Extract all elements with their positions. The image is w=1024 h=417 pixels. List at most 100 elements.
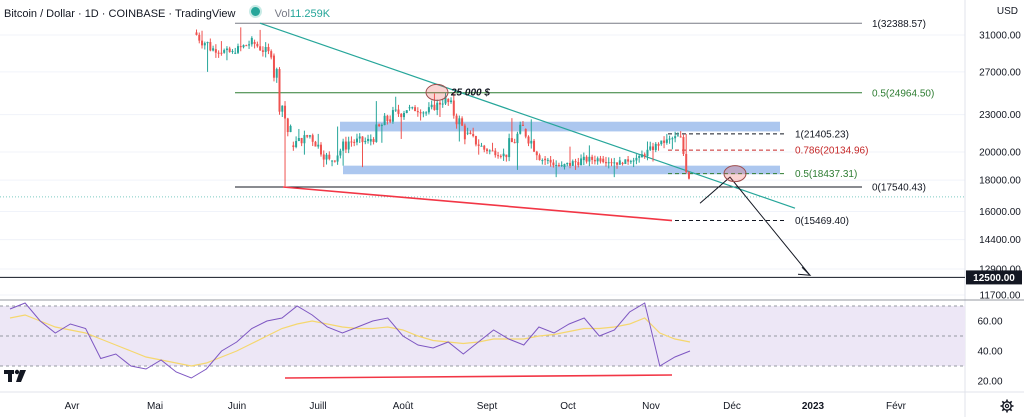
candle-body xyxy=(325,154,328,160)
candle-body xyxy=(242,45,245,48)
fib-level-label: 0(17540.43) xyxy=(872,182,926,193)
candle-body xyxy=(571,161,574,166)
candle-body xyxy=(314,141,317,147)
price-tick-label: 16000.00 xyxy=(979,207,1021,218)
chart-annotations: 25 000 $ xyxy=(425,83,747,183)
candle-body xyxy=(264,47,267,52)
candle-body xyxy=(657,143,660,146)
candle-body xyxy=(563,164,566,168)
price-tick-label: 14400.00 xyxy=(979,235,1021,246)
candle-body xyxy=(560,164,563,166)
candle-body xyxy=(466,132,469,134)
candle-body xyxy=(474,136,477,145)
rsi-panel: 60.00 40.00 20.00 xyxy=(0,299,1024,388)
candle-body xyxy=(450,100,453,103)
candle-body xyxy=(671,138,674,140)
candle-body xyxy=(391,110,394,122)
projection-path xyxy=(699,176,811,276)
projection-arrowhead xyxy=(797,266,812,276)
fib-level-label: 0.786(20134.96) xyxy=(795,146,868,157)
rsi-line xyxy=(9,302,691,379)
gear-icon[interactable] xyxy=(1000,399,1014,413)
candle-body xyxy=(201,40,204,46)
rsi-tick-label: 40.00 xyxy=(977,347,1002,358)
candle-body xyxy=(591,156,594,160)
currency-selector[interactable]: USD xyxy=(996,6,1018,17)
time-tick-label: Nov xyxy=(642,401,660,412)
candle-body xyxy=(494,150,497,156)
volume-label: Vol xyxy=(274,8,290,20)
candle-body xyxy=(286,118,289,133)
candle-body xyxy=(427,107,430,113)
candle-body xyxy=(455,115,458,125)
volume-value: 11.259K xyxy=(289,8,331,20)
candle-body xyxy=(239,46,242,48)
candle-body xyxy=(203,43,206,46)
candle-body xyxy=(577,162,580,166)
rsi-tick-label: 20.00 xyxy=(977,377,1002,388)
candle-body xyxy=(383,115,386,126)
fib-level-label: 1(21405.23) xyxy=(795,129,849,140)
candle-body xyxy=(375,124,378,142)
candle-body xyxy=(259,46,262,51)
candle-body xyxy=(328,154,331,159)
candle-body xyxy=(416,111,419,113)
candle-body xyxy=(461,118,464,126)
candle-body xyxy=(541,160,544,162)
candle-body xyxy=(640,154,643,158)
symbol-title[interactable]: Bitcoin / Dollar · 1D · COINBASE · Tradi… xyxy=(4,8,236,20)
fib-level-label: 0.5(18437.31) xyxy=(795,169,857,180)
candle-body xyxy=(524,128,527,137)
candle-body xyxy=(679,136,682,138)
highlight-circle xyxy=(723,165,747,183)
candle-body xyxy=(394,109,397,111)
candle-body xyxy=(231,50,234,52)
candle-body xyxy=(544,158,547,161)
candle-body xyxy=(516,133,519,144)
candle-body xyxy=(488,150,491,152)
candle-body xyxy=(350,141,353,143)
candle-body xyxy=(347,141,350,150)
candle-body xyxy=(588,156,591,162)
candle-body xyxy=(248,44,251,46)
candle-body xyxy=(380,125,383,127)
candle-body xyxy=(569,162,571,166)
time-tick-label: 2023 xyxy=(802,401,825,412)
key-level-label: 12500.00 xyxy=(973,273,1015,284)
candle-body xyxy=(422,112,425,114)
candle-body xyxy=(555,164,558,166)
candle-body xyxy=(436,102,439,110)
candle-body xyxy=(463,125,466,140)
candle-body xyxy=(477,144,480,146)
candle-body xyxy=(364,140,367,143)
candle-body xyxy=(665,139,668,143)
candle-body xyxy=(441,103,444,105)
candle-body xyxy=(618,160,621,165)
candle-body xyxy=(333,160,336,162)
candle-body xyxy=(546,159,549,161)
key-level-badge xyxy=(966,270,1022,285)
candle-body xyxy=(510,138,513,143)
rsi-ma-line xyxy=(9,314,691,367)
candle-body xyxy=(198,34,201,41)
candlestick-series xyxy=(195,27,690,187)
candle-body xyxy=(652,146,654,151)
candle-body xyxy=(378,124,381,126)
time-tick-label: Févr xyxy=(886,401,907,412)
rsi-tick-label: 60.00 xyxy=(977,317,1002,328)
candle-body xyxy=(430,104,433,108)
descending-trendline xyxy=(259,22,796,209)
tradingview-logo-icon[interactable] xyxy=(4,368,26,384)
candle-body xyxy=(646,149,649,157)
candle-body xyxy=(497,155,500,157)
time-tick-label: Août xyxy=(393,401,414,412)
candle-body xyxy=(217,52,220,54)
candle-body xyxy=(408,107,411,109)
candle-body xyxy=(331,160,334,162)
fib-level-label: 0(15469.40) xyxy=(795,216,849,227)
candle-body xyxy=(339,150,342,156)
candle-body xyxy=(220,52,223,54)
candle-body xyxy=(508,138,511,158)
candle-body xyxy=(361,136,364,143)
candle-body xyxy=(372,139,375,142)
